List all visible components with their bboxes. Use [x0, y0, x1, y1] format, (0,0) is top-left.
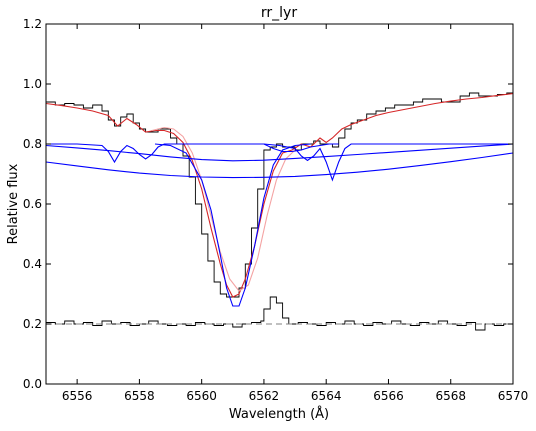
series-line-5 — [45, 152, 514, 179]
series-line-6 — [154, 143, 311, 307]
series-line-0 — [46, 92, 513, 298]
x-axis: 6556 6558 6560 6562 6564 6566 6568 6570 — [62, 24, 528, 403]
series-line-1 — [45, 93, 514, 298]
series-line-2 — [151, 126, 296, 292]
y-axis-label: Relative flux — [6, 163, 21, 244]
y-tick-label-6: 1.2 — [23, 17, 42, 31]
y-tick-label-5: 1.0 — [23, 77, 42, 91]
series-line-8 — [46, 296, 513, 331]
y-axis: 0.0 0.2 0.4 0.6 0.8 1.0 1.2 — [23, 17, 513, 391]
x-tick-label-1: 6558 — [124, 389, 155, 403]
y-tick-label-0: 0.0 — [23, 377, 42, 391]
x-tick-label-4: 6564 — [311, 389, 342, 403]
x-tick-label-0: 6556 — [62, 389, 93, 403]
x-tick-label-5: 6566 — [373, 389, 404, 403]
plot-area — [45, 92, 514, 331]
x-tick-label-6: 6568 — [435, 389, 466, 403]
x-tick-label-2: 6560 — [186, 389, 217, 403]
y-tick-label-1: 0.2 — [23, 317, 42, 331]
y-tick-label-2: 0.4 — [23, 257, 42, 271]
series-line-7 — [263, 143, 339, 153]
x-axis-label: Wavelength (Å) — [229, 406, 329, 422]
x-tick-label-7: 6570 — [498, 389, 529, 403]
y-tick-label-4: 0.8 — [23, 137, 42, 151]
chart-title: rr_lyr — [261, 5, 297, 21]
series-line-4 — [45, 143, 514, 162]
series-line-3 — [46, 143, 513, 182]
plot-frame — [45, 23, 514, 385]
x-tick-label-3: 6562 — [249, 389, 280, 403]
y-tick-label-3: 0.6 — [23, 197, 42, 211]
